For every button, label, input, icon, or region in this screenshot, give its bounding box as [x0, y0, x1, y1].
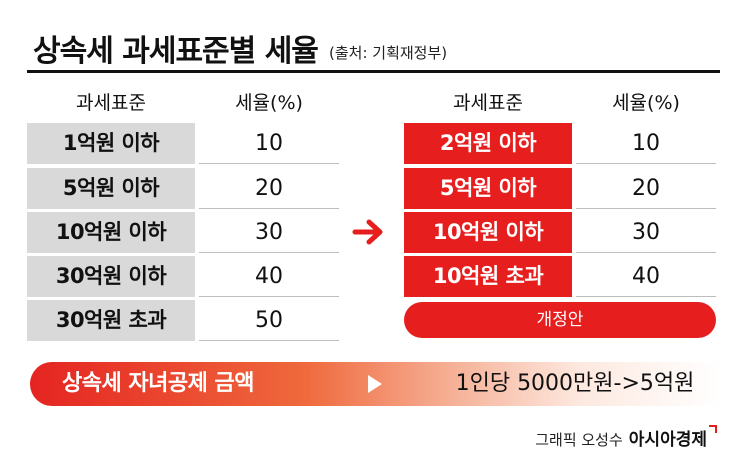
current-rate: 30 [255, 220, 283, 245]
current-band: 1억원 이하 [27, 123, 195, 164]
row-divider [199, 296, 339, 297]
deduction-value: 1인당 5000만원->5억원 [455, 371, 695, 396]
right-arrow-icon [352, 219, 383, 245]
revised-rate: 30 [632, 220, 660, 245]
row-divider [576, 296, 716, 297]
revised-header-rate: 세율(%) [612, 92, 680, 114]
deduction-label: 상속세 자녀공제 금액 [62, 371, 254, 396]
revised-band: 2억원 이하 [404, 123, 572, 164]
revised-rate: 40 [632, 264, 660, 289]
revised-band: 10억원 초과 [404, 256, 572, 297]
row-divider [576, 208, 716, 209]
row-divider [199, 252, 339, 253]
current-rate: 20 [255, 176, 283, 201]
play-triangle-icon [368, 375, 382, 393]
current-row: 30억원 초과 50 [27, 300, 339, 341]
deduction-bar: 상속세 자녀공제 금액 1인당 5000만원->5억원 [30, 362, 720, 406]
row-divider [576, 252, 716, 253]
revised-row: 5억원 이하 20 [404, 168, 716, 209]
current-band: 5억원 이하 [27, 168, 195, 209]
title-bar: 상속세 과세표준별 세율 (출처: 기획재정부) [27, 20, 720, 73]
page-title: 상속세 과세표준별 세율 [33, 34, 319, 69]
row-divider [576, 163, 716, 164]
revised-row: 2억원 이하 10 [404, 123, 716, 164]
current-band: 30억원 이하 [27, 256, 195, 297]
current-header-bracket: 과세표준 [76, 92, 146, 114]
brand-name: 아시아경제 [628, 430, 707, 450]
credit-line: 그래픽 오성수 아시아경제 [535, 425, 717, 450]
current-row: 30억원 이하 40 [27, 256, 339, 297]
current-rate: 40 [255, 264, 283, 289]
current-rate: 50 [255, 308, 283, 333]
title-source: (출처: 기획재정부) [329, 44, 448, 62]
current-band: 10억원 이하 [27, 212, 195, 253]
current-rate: 10 [255, 131, 283, 156]
credit-text: 그래픽 오성수 [535, 431, 623, 449]
row-divider [199, 163, 339, 164]
revision-badge: 개정안 [404, 302, 716, 338]
revised-rate: 20 [632, 176, 660, 201]
current-band: 30억원 초과 [27, 300, 195, 341]
revised-rate: 10 [632, 131, 660, 156]
revised-row: 10억원 초과 40 [404, 256, 716, 297]
revised-header-bracket: 과세표준 [453, 92, 523, 114]
revised-row: 10억원 이하 30 [404, 212, 716, 253]
current-row: 10억원 이하 30 [27, 212, 339, 253]
current-row: 1억원 이하 10 [27, 123, 339, 164]
revised-band: 10억원 이하 [404, 212, 572, 253]
row-divider [199, 340, 339, 341]
brand-mark-icon [709, 425, 717, 433]
current-row: 5억원 이하 20 [27, 168, 339, 209]
revised-band: 5억원 이하 [404, 168, 572, 209]
row-divider [199, 208, 339, 209]
current-header-rate: 세율(%) [235, 92, 303, 114]
